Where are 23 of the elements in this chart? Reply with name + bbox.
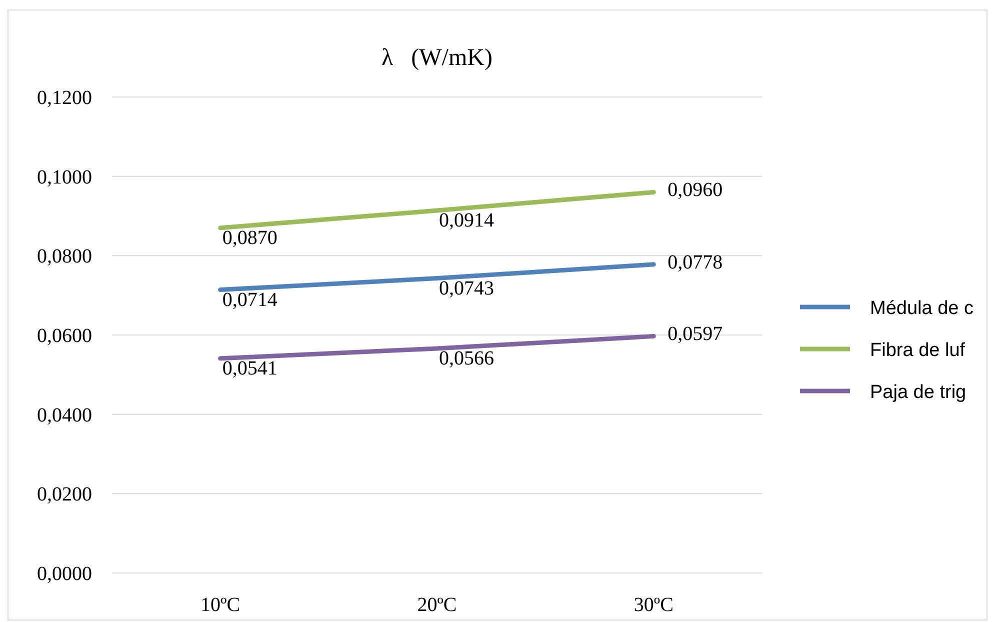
y-tick-label: 0,1000 [37, 166, 92, 188]
data-label: 0,0743 [439, 277, 494, 300]
data-label: 0,0566 [439, 347, 494, 370]
legend-label: Paja de trig [870, 382, 966, 403]
data-label: 0,0870 [222, 226, 278, 249]
y-tick-label: 0,0600 [37, 325, 92, 347]
y-tick-label: 0,0200 [37, 484, 92, 506]
data-label: 0,0778 [668, 251, 723, 274]
chart-title: λ (W/mK) [382, 45, 492, 71]
y-tick-label: 0,0800 [37, 246, 92, 268]
y-tick-label: 0,0400 [37, 404, 92, 426]
data-label: 0,0960 [668, 179, 723, 202]
y-tick-label: 0,1200 [37, 87, 92, 109]
x-tick-label: 10ºC [200, 594, 240, 616]
x-tick-label: 20ºC [417, 594, 457, 616]
x-tick-label: 30ºC [634, 594, 674, 616]
legend-label: Fibra de luf [870, 340, 966, 361]
data-label: 0,0597 [668, 323, 723, 346]
data-label: 0,0714 [222, 288, 278, 311]
data-label: 0,0914 [439, 209, 494, 232]
y-tick-label: 0,0000 [37, 563, 92, 585]
data-label: 0,0541 [222, 357, 278, 380]
legend-label: Médula de c [870, 298, 974, 319]
